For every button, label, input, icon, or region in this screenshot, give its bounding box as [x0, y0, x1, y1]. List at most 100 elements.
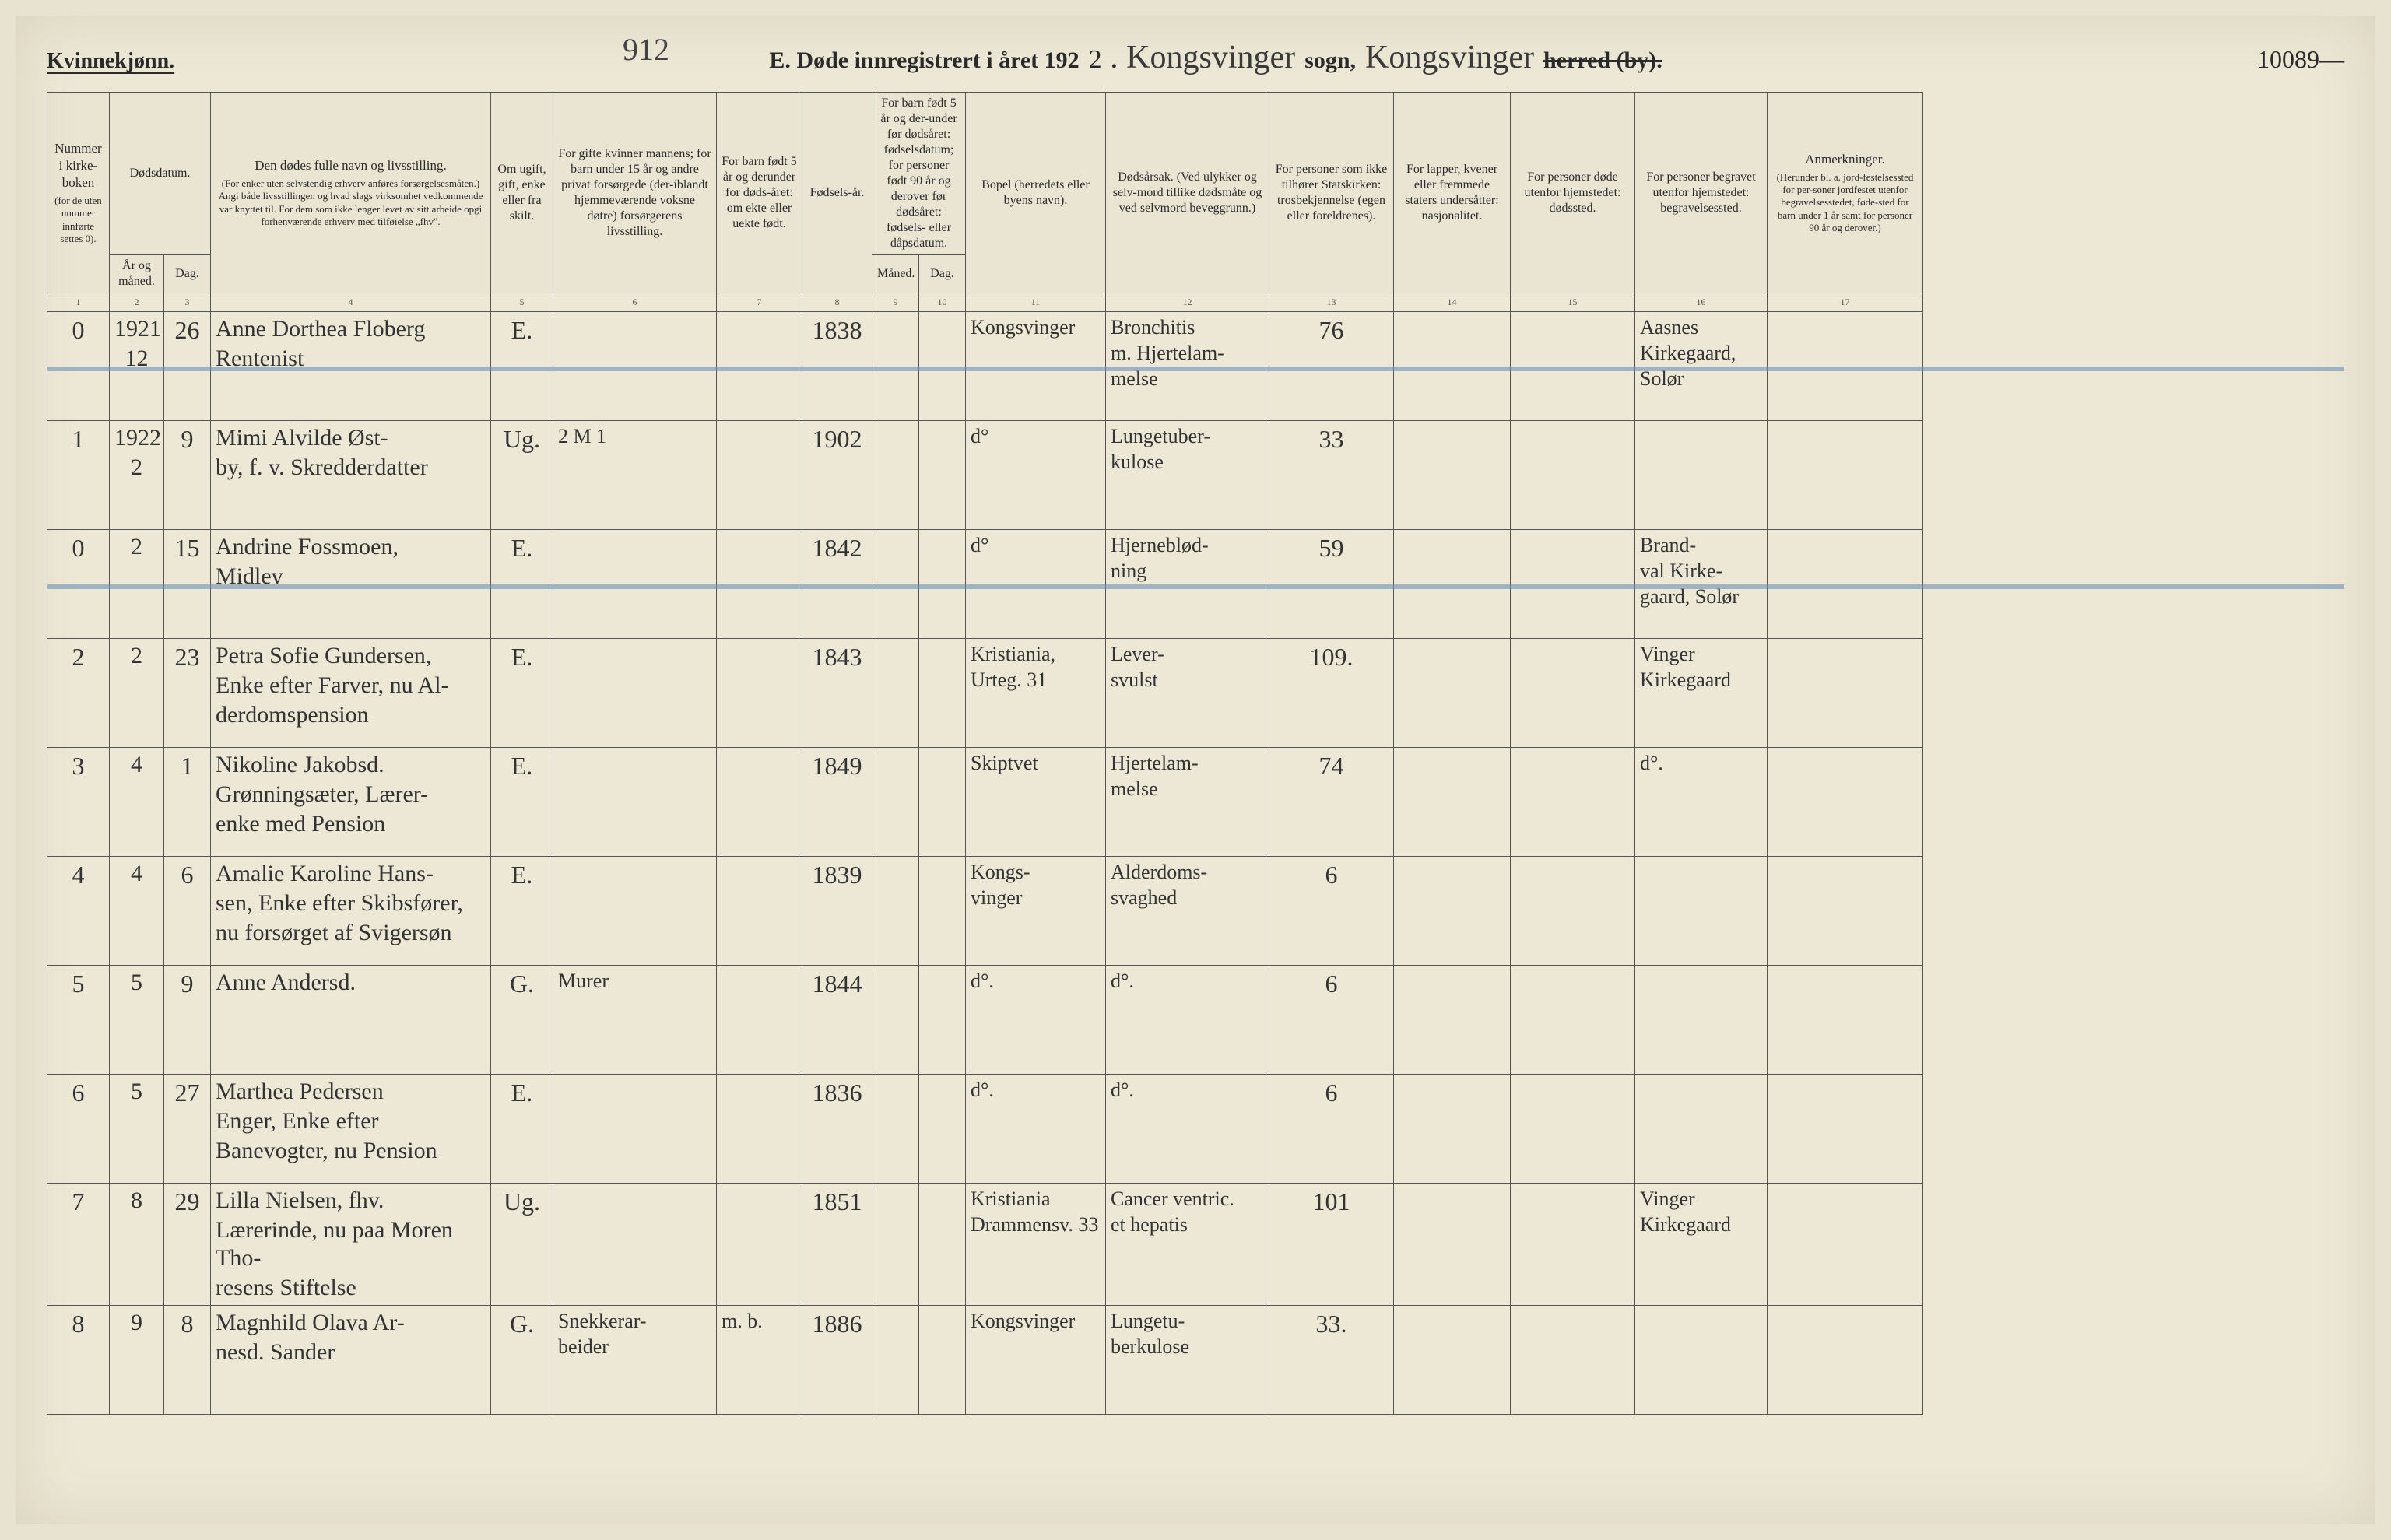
cell-c17: [1768, 639, 1923, 748]
cell-legit: [717, 966, 802, 1075]
table-row: 0215Andrine Fossmoen,MidlevE.1842d°Hjern…: [47, 530, 2344, 639]
cell-civil: Ug.: [491, 421, 553, 530]
cell-c15: [1511, 421, 1635, 530]
cell-c17: [1768, 421, 1923, 530]
cell-name: Amalie Karoline Hans-sen, Enke efter Ski…: [211, 857, 491, 966]
cell-bday: [919, 421, 966, 530]
cell-no: 0: [47, 530, 110, 639]
cell-bday: [919, 1184, 966, 1306]
colnum: 1: [47, 293, 110, 312]
gender-label: Kvinnekjønn.: [47, 49, 174, 74]
col-11-header: Bopel (herredets eller byens navn).: [966, 93, 1106, 293]
page-number: 912: [623, 31, 669, 68]
cell-bopel: Kongsvinger: [966, 1306, 1106, 1415]
cell-bmonth: [872, 1184, 919, 1306]
title-prefix: E. Døde innregistrert i året 192: [769, 47, 1079, 74]
cell-cause: d°.: [1106, 966, 1269, 1075]
cell-provider: [553, 748, 717, 857]
cell-provider: 2 M 1: [553, 421, 717, 530]
cell-name: Mimi Alvilde Øst-by, f. v. Skredderdatte…: [211, 421, 491, 530]
cell-birth: 1839: [802, 857, 872, 966]
col-8-header: Fødsels-år.: [802, 93, 872, 293]
cell-year-month: 19222: [110, 421, 164, 530]
cell-c16: AasnesKirkegaard,Solør: [1635, 312, 1768, 421]
colnum: 11: [966, 293, 1106, 312]
cell-c15: [1511, 857, 1635, 966]
cell-legit: [717, 1075, 802, 1184]
cell-civil: E.: [491, 530, 553, 639]
cell-bmonth: [872, 312, 919, 421]
cell-c16: [1635, 966, 1768, 1075]
col-1-sub: (for de uten nummer innførte settes 0).: [52, 195, 104, 245]
cell-no: 3: [47, 748, 110, 857]
cell-provider: [553, 857, 717, 966]
cell-civil: Ug.: [491, 1184, 553, 1306]
cell-provider: [553, 639, 717, 748]
table-row: 559Anne Andersd.G.Murer1844d°.d°.6: [47, 966, 2344, 1075]
cell-cause: d°.: [1106, 1075, 1269, 1184]
col-4-main: Den dødes fulle navn og livsstilling.: [255, 158, 446, 173]
cell-year-month: 9: [110, 1306, 164, 1415]
cell-legit: [717, 421, 802, 530]
cell-birth: 1836: [802, 1075, 872, 1184]
cell-c15: [1511, 748, 1635, 857]
colnum: 12: [1106, 293, 1269, 312]
col-17-sub: (Herunder bl. a. jord-festelsessted for …: [1772, 171, 1918, 234]
cell-c14: [1394, 966, 1511, 1075]
cell-c16: [1635, 857, 1768, 966]
col-7-header: For barn født 5 år og derunder for døds-…: [717, 93, 802, 293]
colnum: 6: [553, 293, 717, 312]
cell-c13: 109.: [1269, 639, 1394, 748]
right-number: 10089—: [2257, 45, 2344, 74]
cell-cause: Cancer ventric.et hepatis: [1106, 1184, 1269, 1306]
cell-no: 6: [47, 1075, 110, 1184]
cell-no: 8: [47, 1306, 110, 1415]
cell-c14: [1394, 421, 1511, 530]
col-13-header: For personer som ikke tilhører Statskirk…: [1269, 93, 1394, 293]
cell-bday: [919, 966, 966, 1075]
cell-c17: [1768, 530, 1923, 639]
cell-bmonth: [872, 530, 919, 639]
col-17-header: Anmerkninger. (Herunder bl. a. jord-fest…: [1768, 93, 1923, 293]
cell-bmonth: [872, 748, 919, 857]
cell-bopel: Skiptvet: [966, 748, 1106, 857]
cell-legit: [717, 530, 802, 639]
col-16-header: For personer begravet utenfor hjemstedet…: [1635, 93, 1768, 293]
table-row: 898Magnhild Olava Ar-nesd. SanderG.Snekk…: [47, 1306, 2344, 1415]
ledger-page: 912 Kvinnekjønn. E. Døde innregistrert i…: [16, 16, 2375, 1524]
cell-bopel: KristianiaDrammensv. 33: [966, 1184, 1106, 1306]
cell-bmonth: [872, 639, 919, 748]
table-row: 1192229Mimi Alvilde Øst-by, f. v. Skredd…: [47, 421, 2344, 530]
col-1-main: Nummer i kirke-boken: [54, 141, 101, 190]
cell-c14: [1394, 1075, 1511, 1184]
cell-c17: [1768, 1306, 1923, 1415]
cell-provider: [553, 312, 717, 421]
cell-no: 0: [47, 312, 110, 421]
cell-bopel: Kongsvinger: [966, 312, 1106, 421]
title-period: .: [1111, 47, 1118, 74]
colnum: 7: [717, 293, 802, 312]
cell-no: 4: [47, 857, 110, 966]
cell-cause: Hjerneblød-ning: [1106, 530, 1269, 639]
cell-c13: 6: [1269, 1075, 1394, 1184]
cell-bmonth: [872, 1306, 919, 1415]
cell-legit: [717, 857, 802, 966]
colnum: 9: [872, 293, 919, 312]
cell-provider: [553, 1184, 717, 1306]
table-row: 341Nikoline Jakobsd.Grønningsæter, Lærer…: [47, 748, 2344, 857]
cell-c16: VingerKirkegaard: [1635, 639, 1768, 748]
column-number-row: 1 2 3 4 5 6 7 8 9 10 11 12 13 14 15 16 1…: [47, 293, 2344, 312]
cell-bmonth: [872, 421, 919, 530]
col-2-header: År og måned.: [110, 255, 164, 293]
cell-year-month: 4: [110, 748, 164, 857]
col-1-header: Nummer i kirke-boken (for de uten nummer…: [47, 93, 110, 293]
colnum: 16: [1635, 293, 1768, 312]
cell-birth: 1886: [802, 1306, 872, 1415]
col-4-sub: (For enker uten selvstendig erhverv anfø…: [216, 177, 486, 228]
cell-civil: G.: [491, 966, 553, 1075]
col-10-header: Dag.: [919, 255, 966, 293]
cell-name: Andrine Fossmoen,Midlev: [211, 530, 491, 639]
colnum: 3: [164, 293, 211, 312]
cell-c14: [1394, 312, 1511, 421]
cell-birth: 1842: [802, 530, 872, 639]
